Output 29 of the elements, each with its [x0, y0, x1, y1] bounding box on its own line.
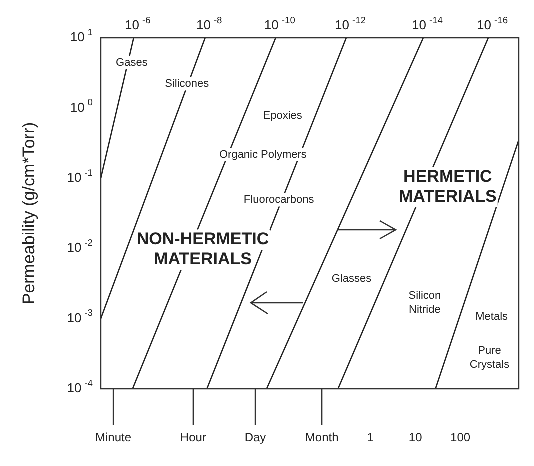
x-tick-label: Month [305, 430, 339, 444]
y-tick-label: 10-3 [67, 308, 94, 326]
y-axis-title: Permeability (g/cm*Torr) [20, 122, 39, 305]
annotation: Epoxies [263, 110, 303, 122]
annotation: NON-HERMETIC MATERIALS [136, 230, 270, 269]
x-tick-label: Minute [96, 430, 132, 444]
annotation: Pure Crystals [470, 345, 510, 372]
series-label: 10-14 [412, 15, 443, 33]
x-tick-label: Hour [180, 430, 206, 444]
x-tick-label: Day [244, 430, 266, 444]
x-tick-label: 10 [408, 430, 423, 444]
y-tick-label: 10-2 [67, 238, 94, 256]
y-tick-label: 10-1 [67, 168, 94, 185]
series-label: 10-6 [125, 15, 151, 33]
annotation: Metals [476, 311, 509, 324]
series-label: 10-16 [477, 15, 508, 33]
annotation: Silicon Nitride [408, 290, 442, 316]
series-label: 10-12 [335, 15, 366, 33]
annotation: Gases [116, 56, 148, 69]
x-tick-label: 100 [450, 430, 471, 444]
annotation: Organic Polymers [219, 148, 308, 161]
annotation: Silicones [165, 78, 210, 90]
x-tick-label: 1 [367, 430, 374, 444]
annotation: Fluorocarbons [244, 194, 315, 206]
series-label: 10-8 [196, 15, 222, 33]
annotation: Glasses [332, 273, 372, 286]
y-tick-label: 10-4 [67, 378, 94, 396]
annotation: HERMETIC MATERIALS [398, 166, 497, 206]
series-label: 10-10 [264, 15, 296, 33]
